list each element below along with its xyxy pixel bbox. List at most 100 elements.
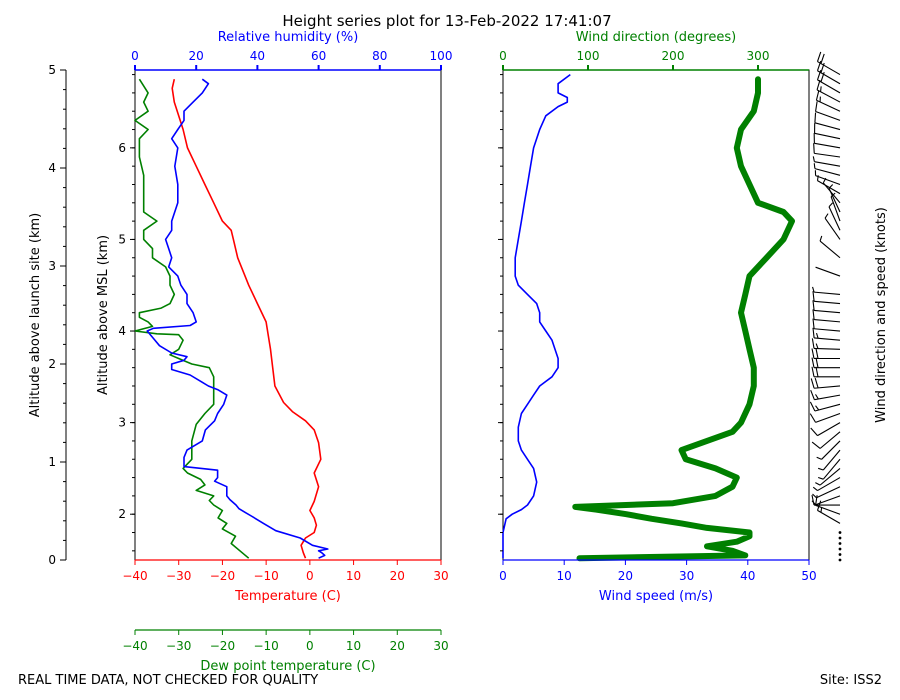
wind-barb-feather: [815, 343, 819, 349]
outer-altitude-tick-label: 4: [48, 161, 56, 175]
wind-direction-point: [746, 273, 753, 279]
humidity-tick-label: 80: [372, 49, 387, 63]
wind-direction-point: [738, 126, 744, 133]
wind-barb-feather: [811, 366, 815, 377]
wind-direction-point: [738, 163, 744, 169]
wind-barb-staff: [814, 394, 841, 401]
wind-barb-feather: [815, 357, 819, 368]
wind-direction-point: [623, 511, 629, 517]
temperature-tick-label: 30: [433, 569, 448, 583]
wind-barb-feather: [812, 291, 815, 302]
inner-altitude-tick-label: 2: [118, 507, 126, 521]
wind-barb-staff: [814, 291, 841, 295]
dewpoint-tick-label: −20: [210, 639, 235, 653]
wind-direction-point: [746, 529, 753, 536]
wind-direction-point: [712, 465, 719, 472]
wind-direction-point: [678, 520, 685, 526]
dewpoint-tick-label: 30: [433, 639, 448, 653]
wind-direction-point: [729, 484, 736, 490]
wind-barb-feather: [815, 101, 818, 112]
wind-direction-point: [755, 76, 761, 82]
wind-direction-point: [712, 493, 719, 499]
wind-direction-point: [751, 365, 757, 371]
outer-altitude-tick-label: 1: [48, 455, 56, 469]
wind-direction-series-line: [572, 76, 795, 562]
wind-barb-staff: [814, 132, 841, 140]
wind-barb-feather: [815, 394, 819, 400]
humidity-tick-label: 20: [189, 49, 204, 63]
wind-barb-staff: [817, 61, 841, 76]
dewpoint-tick-label: −40: [122, 639, 147, 653]
wind-barb-staff: [814, 168, 841, 176]
wind-barb-feather: [812, 486, 818, 492]
outer-altitude-tick-label: 0: [48, 553, 56, 567]
wind-barb-feather: [812, 286, 815, 293]
wind-direction-point: [678, 447, 685, 453]
wind-barb-staff: [817, 477, 841, 492]
wind-barb-feather: [816, 51, 822, 62]
humidity-tick-label: 40: [250, 49, 265, 63]
wind-barb-staff: [817, 180, 841, 195]
wind-barb-feather: [809, 413, 817, 423]
wind-barb-feather: [814, 377, 819, 389]
wind-direction-point: [683, 456, 689, 462]
left-panel: 0 1 2 3 4 5 2 3 4 5 6 −40 −30 −20 −10 0 10 20 30 −40 −30 −20 −…: [48, 49, 452, 653]
wind-direction-point: [789, 218, 795, 224]
wind-barb-feather: [815, 495, 818, 506]
wind-barb-feather: [817, 476, 824, 480]
temperature-series-line: [171, 79, 322, 559]
dewpoint-tick-label: 0: [306, 639, 314, 653]
wind-barb-feather: [816, 79, 821, 91]
right-series-group: [502, 73, 795, 562]
wind-barb-staff: [816, 89, 841, 103]
wind-direction-tick-label: 0: [499, 49, 507, 63]
wind-direction-point: [729, 548, 736, 554]
wind-direction-point: [755, 90, 761, 96]
wind-direction-tick-label: 300: [747, 49, 770, 63]
dewpoint-tick-label: −30: [166, 639, 191, 653]
wind-barb-staff: [815, 495, 841, 506]
wind-speed-tick-label: 40: [740, 569, 755, 583]
calm-wind-dot: [838, 547, 842, 551]
wind-speed-tick-label: 50: [801, 569, 816, 583]
wind-direction-point: [780, 209, 787, 215]
wind-barb-staff: [814, 142, 841, 149]
wind-barb-feather: [813, 163, 816, 169]
temperature-axis-label: Temperature (C): [234, 589, 341, 604]
temperature-tick-label: −40: [122, 569, 147, 583]
wind-barb-feather: [820, 86, 822, 92]
wind-direction-point: [746, 346, 753, 352]
wind-barb-staff: [815, 266, 841, 277]
wind-barb-feather: [812, 300, 815, 311]
wind-direction-point: [734, 474, 740, 481]
wind-barb-feather: [811, 357, 815, 368]
site-label: Site: ISS2: [819, 673, 882, 688]
wind-barb-staff: [817, 422, 841, 437]
calm-wind-dot: [838, 531, 842, 534]
wind-barb-staff: [828, 206, 841, 231]
wind-barb-staff: [819, 431, 841, 449]
outer-altitude-tick-label: 3: [48, 259, 56, 273]
dewpoint-tick-label: −10: [253, 639, 278, 653]
wind-direction-point: [780, 236, 787, 243]
wind-barb-staff: [814, 385, 841, 389]
temperature-tick-label: 20: [390, 569, 405, 583]
humidity-series-line: [146, 78, 329, 559]
wind-barb-staff: [824, 217, 841, 240]
wind-direction-point: [751, 108, 757, 114]
wind-barb-staff: [817, 509, 841, 524]
wind-direction-point: [729, 429, 736, 435]
wind-barb-feather: [828, 202, 834, 208]
right-panel: 0 10 20 30 40 50 0 100 200 300: [498, 49, 842, 583]
wind-barb-staff: [814, 161, 841, 167]
wind-direction-point: [734, 145, 740, 151]
wind-barb-staff: [815, 504, 841, 515]
wind-direction-tick-label: 200: [662, 49, 685, 63]
humidity-tick-label: 60: [311, 49, 326, 63]
wind-direction-point: [649, 516, 655, 522]
wind-barb-feather: [816, 332, 819, 339]
left-series-group: [134, 78, 329, 559]
outer-altitude-tick-label: 2: [48, 357, 56, 371]
wind-barb-staff: [822, 458, 841, 480]
